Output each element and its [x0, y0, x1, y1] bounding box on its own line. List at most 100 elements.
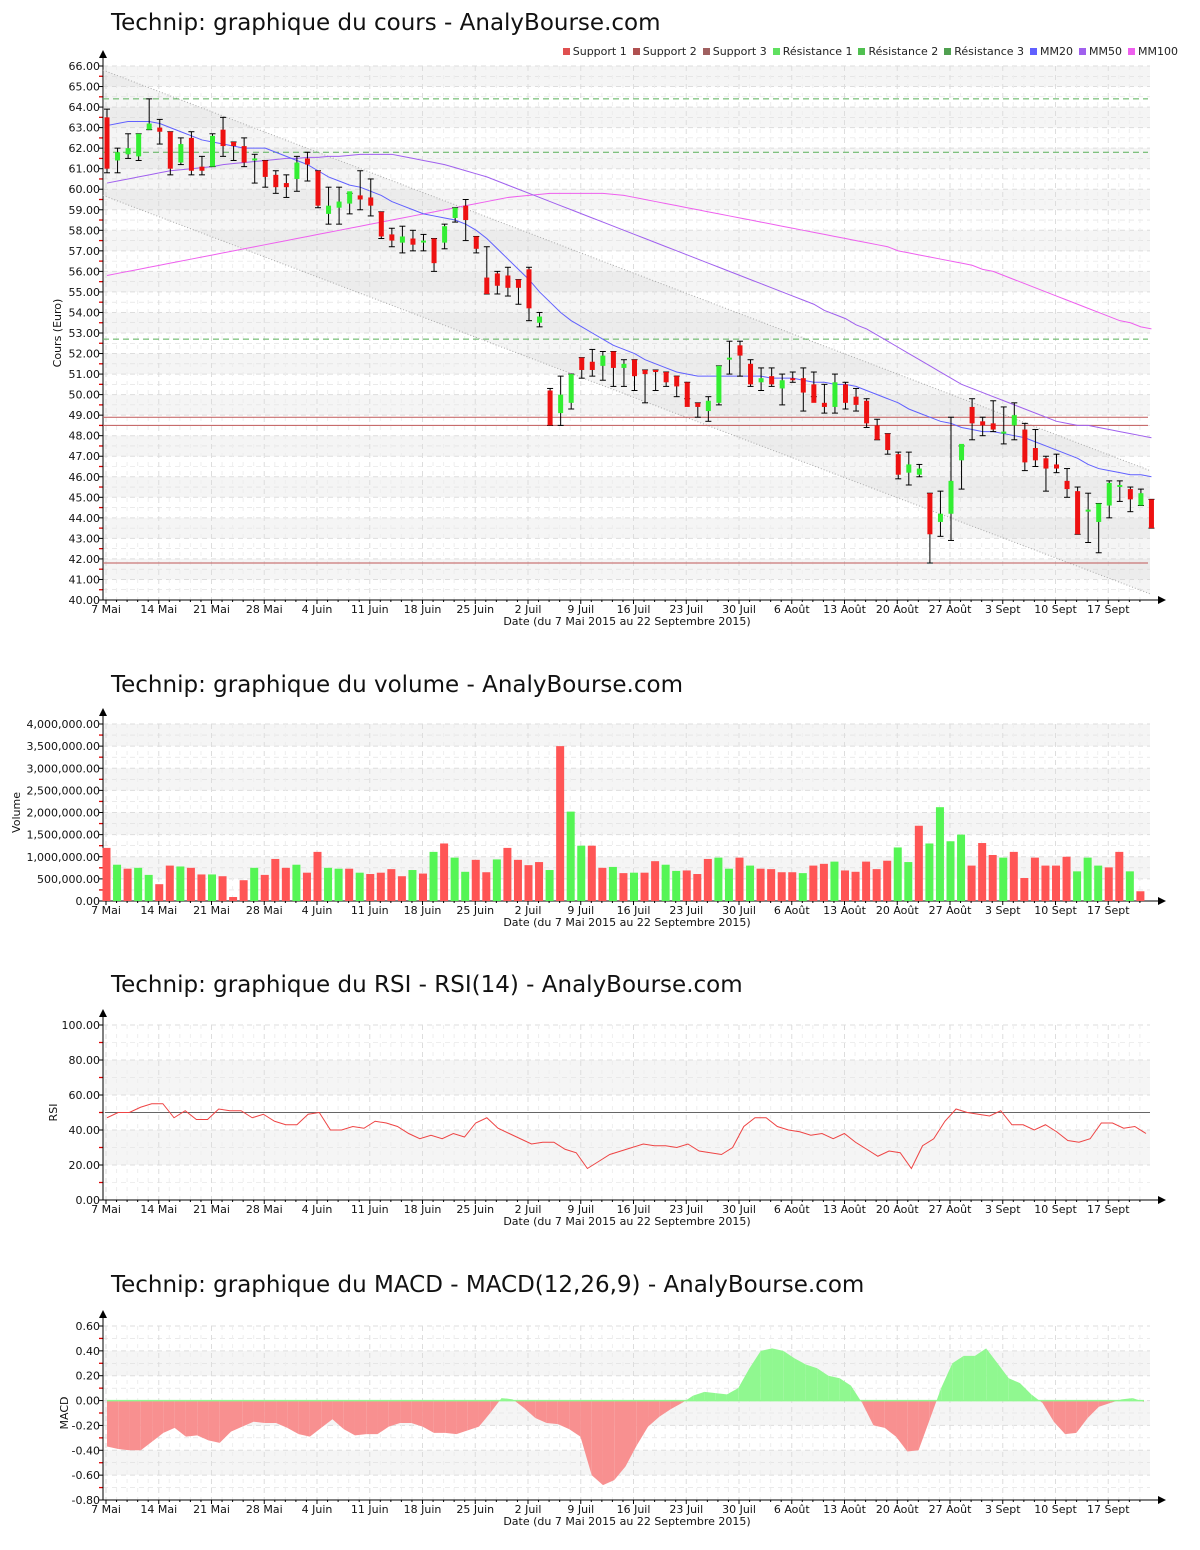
x-tick-label: 28 Mai: [246, 603, 283, 616]
y-tick-label: 66.00: [69, 60, 101, 73]
candle-body: [853, 396, 859, 405]
macd-negative-area: [242, 1400, 254, 1427]
x-tick-label: 27 Août: [929, 1203, 973, 1216]
x-tick-label: 10 Sept: [1034, 904, 1077, 917]
candle: [842, 381, 849, 410]
volume-bar: [1115, 851, 1124, 901]
candle: [705, 396, 712, 422]
candle: [620, 359, 627, 387]
candle-body: [937, 513, 943, 522]
legend-item: Résistance 2: [858, 45, 938, 58]
macd-negative-area: [422, 1400, 434, 1433]
y-tick-label: 51.00: [69, 368, 101, 381]
macd-negative-area: [648, 1400, 660, 1427]
volume-bar: [176, 866, 185, 901]
legend-item: Support 3: [702, 45, 767, 58]
candle: [547, 387, 554, 426]
volume-bar: [788, 872, 797, 901]
candle: [462, 199, 469, 242]
macd-negative-area: [478, 1400, 491, 1427]
volume-bar: [461, 871, 470, 901]
y-tick-label: 62.00: [69, 142, 101, 155]
candle-body: [473, 236, 479, 249]
volume-bar: [281, 867, 290, 901]
y-tick-label: 100.00: [62, 1019, 101, 1032]
macd-negative-area: [298, 1400, 310, 1437]
macd-positive-area: [941, 1363, 953, 1401]
legend-label: Résistance 3: [954, 45, 1025, 58]
candle: [241, 137, 248, 168]
candle: [631, 359, 638, 392]
candle-body: [273, 174, 279, 188]
volume-bar: [334, 868, 343, 901]
candle-body: [526, 269, 532, 309]
macd-negative-area: [636, 1400, 649, 1446]
candle-body: [262, 160, 268, 177]
y-tick-label: 50.00: [69, 389, 101, 402]
legend-swatch-icon: [1030, 48, 1038, 55]
macd-negative-area: [1098, 1400, 1111, 1407]
y-tick-label: 40.00: [69, 594, 101, 607]
volume-bar: [777, 872, 786, 901]
macd-negative-area: [625, 1400, 637, 1467]
macd-negative-area: [1087, 1400, 1099, 1418]
x-tick-label: 28 Mai: [246, 1503, 283, 1516]
candle: [104, 108, 110, 174]
candle: [821, 383, 828, 414]
candle: [156, 118, 163, 145]
candle-body: [315, 170, 321, 206]
x-tick-label: 4 Juin: [302, 1503, 333, 1516]
x-axis-arrow-icon: [1158, 897, 1166, 905]
candle-body: [980, 421, 986, 426]
candle: [663, 371, 670, 387]
x-tick-label: 10 Sept: [1034, 1203, 1077, 1216]
y-tick-label: -0.80: [72, 1494, 100, 1507]
candle: [1095, 502, 1102, 554]
y-tick-label: 52.00: [69, 348, 101, 361]
volume-bar: [535, 862, 544, 901]
candle: [610, 350, 617, 387]
candle: [758, 367, 765, 392]
price-plot: 40.00 41.00 42.00 43.00 44.00 45.00 46.00 47.00…: [51, 50, 1166, 628]
volume-bar: [988, 854, 997, 901]
rsi-plot: 0.00 20.00 40.00 60.00 80.00 100.00 7 Mai 14 Ma…: [47, 1009, 1166, 1228]
candle-body: [737, 345, 743, 356]
x-tick-label: 25 Juin: [456, 1203, 494, 1216]
volume-chart-title: Technip: graphique du volume - AnalyBour…: [111, 672, 683, 698]
x-tick-label: 7 Mai: [91, 904, 121, 917]
candle-body: [442, 226, 448, 243]
y-axis-arrow-icon: [99, 708, 107, 716]
macd-negative-area: [580, 1400, 592, 1476]
legend-swatch-icon: [702, 48, 710, 55]
volume-bar: [218, 876, 227, 901]
x-tick-label: 20 Août: [876, 603, 920, 616]
y-tick-label: 58.00: [69, 224, 101, 237]
x-tick-label: 16 Juil: [617, 1503, 651, 1516]
macd-negative-area: [456, 1400, 468, 1435]
candle-body: [906, 464, 912, 473]
candle-body: [821, 402, 827, 407]
volume-bar: [693, 874, 702, 901]
candle: [673, 375, 680, 398]
x-tick-label: 30 Juil: [722, 904, 756, 917]
y-tick-label: 0.40: [76, 1345, 101, 1358]
x-tick-label: 20 Août: [876, 1503, 920, 1516]
macd-positive-area: [986, 1348, 998, 1401]
macd-negative-area: [219, 1400, 231, 1443]
candle: [483, 246, 490, 295]
candle-body: [832, 382, 838, 407]
candle: [895, 451, 902, 480]
y-tick-label: 42.00: [69, 553, 101, 566]
macd-positive-area: [974, 1348, 987, 1401]
volume-bar: [767, 869, 776, 901]
volume-bar: [345, 868, 354, 901]
candle: [969, 398, 976, 441]
volume-bar: [935, 807, 944, 901]
candle: [431, 238, 438, 272]
candle: [1127, 486, 1134, 513]
volume-bar: [661, 864, 670, 901]
volume-bar: [724, 868, 733, 901]
volume-bar: [208, 874, 216, 901]
x-tick-label: 4 Juin: [302, 603, 333, 616]
volume-bar: [123, 868, 132, 901]
